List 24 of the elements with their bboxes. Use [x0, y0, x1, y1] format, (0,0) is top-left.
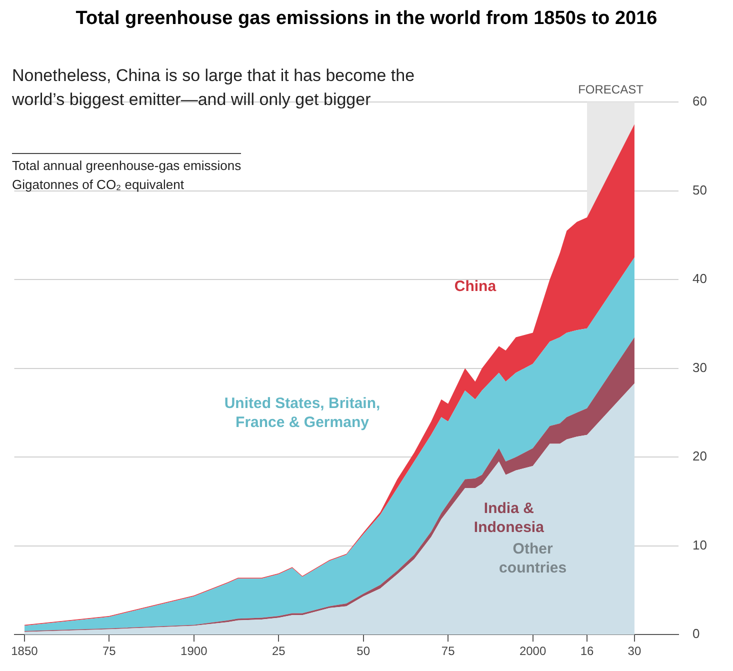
x-tick-label: 1900: [180, 644, 208, 658]
x-tick-label: 25: [272, 644, 286, 658]
x-tick-label: 75: [102, 644, 116, 658]
text: China: [454, 278, 497, 295]
x-tick-label: 1850: [11, 644, 38, 658]
text: United States, Britain, France & Germany: [224, 394, 380, 431]
y-tick-label: 20: [692, 448, 708, 464]
band-label: FORECAST: [578, 82, 644, 96]
x-tick-label: 75: [441, 644, 456, 658]
series-label: Other countries: [499, 540, 567, 576]
series-label: India & Indonesia: [474, 500, 545, 536]
x-tick-label: 30: [628, 644, 642, 658]
x-tick-label: 50: [356, 644, 370, 658]
y-tick-label: 0: [692, 626, 700, 642]
x-tick-label: 2000: [519, 644, 546, 658]
y-axis-title: Total annual greenhouse-gas emissions Gigatonnes of CO₂ equivalent: [12, 153, 242, 194]
chart-subtitle: Nonetheless, China is so large that it has become the world’s biggest emitter—and will only get bigger: [12, 65, 416, 111]
y-tick-label: 10: [692, 537, 708, 552]
x-tick-label: 16: [580, 644, 594, 658]
y-tick-label: 60: [692, 94, 708, 109]
y-tick-label: 40: [692, 271, 708, 286]
y-tick-label: 50: [692, 182, 708, 198]
chart-title: Total greenhouse gas emissions in the world from 1850s to 2016: [74, 8, 658, 31]
y-tick-label: 30: [692, 360, 708, 375]
